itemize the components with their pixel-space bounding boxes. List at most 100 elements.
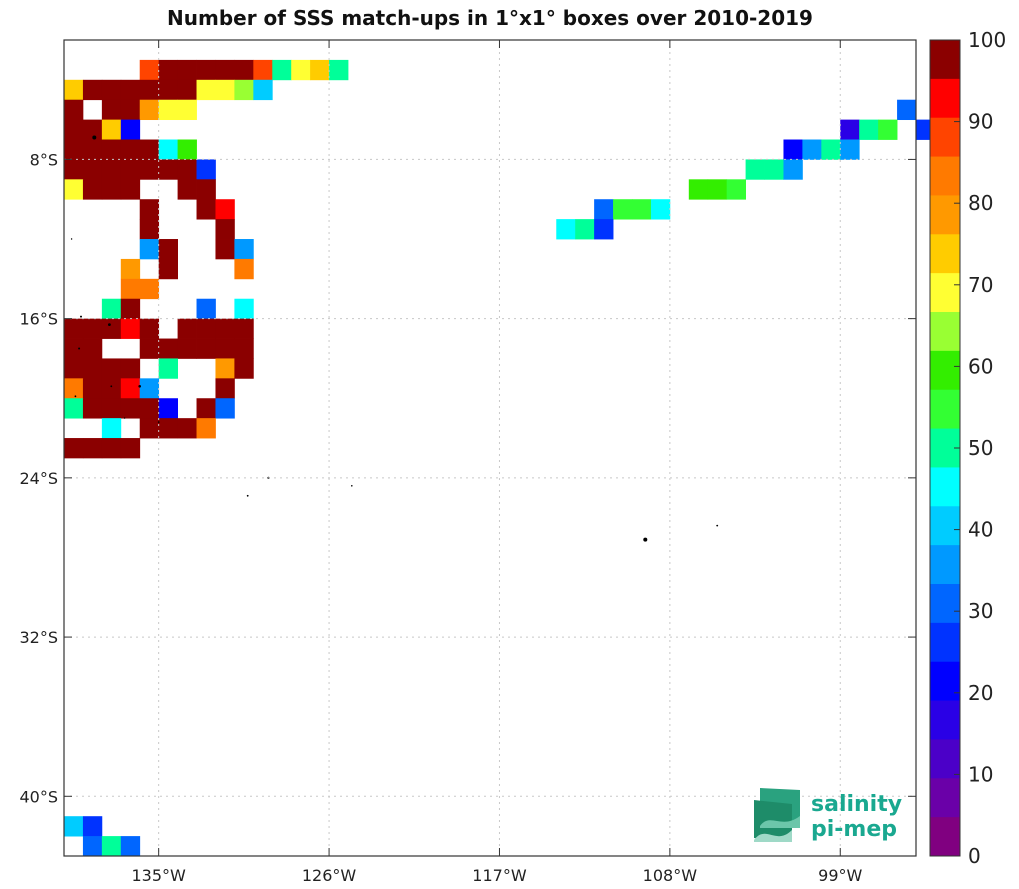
heatmap-cell	[101, 418, 122, 439]
heatmap-cell	[234, 298, 254, 320]
heatmap-cell	[594, 219, 614, 240]
heatmap-cell	[64, 816, 84, 837]
heatmap-cell	[196, 338, 216, 359]
heatmap-cell	[120, 398, 141, 419]
heatmap-cell	[120, 99, 141, 121]
heatmap-cell	[101, 378, 122, 399]
heatmap-cell	[783, 159, 803, 180]
heatmap-cell	[215, 318, 235, 339]
heatmap-cell	[291, 59, 311, 81]
island-marker	[80, 315, 82, 318]
heatmap-cell	[120, 836, 141, 857]
heatmap-cell	[158, 79, 178, 101]
heatmap-cell	[139, 318, 160, 339]
heatmap-cell	[821, 139, 841, 160]
heatmap-cell	[120, 298, 141, 320]
y-tick-label: 32°S	[19, 628, 58, 647]
colorbar-segment	[930, 312, 960, 352]
heatmap-cell	[82, 338, 103, 359]
heatmap-cell	[82, 836, 103, 857]
heatmap-cell	[196, 199, 216, 220]
heatmap-cell	[234, 239, 254, 260]
y-axis: 8°S 16°S 24°S 32°S 40°S	[19, 150, 916, 806]
heatmap-cell	[139, 418, 160, 439]
heatmap-cell	[101, 179, 122, 200]
heatmap-cell	[215, 219, 235, 240]
colorbar-tick-label: 60	[968, 354, 993, 378]
heatmap-cell	[82, 358, 103, 379]
colorbar-tick-label: 30	[968, 599, 993, 623]
colorbar-segment	[930, 739, 960, 779]
heatmap-cell	[101, 99, 122, 121]
heatmap-cell	[613, 199, 633, 220]
island-marker	[78, 347, 81, 350]
heatmap-cell	[177, 79, 197, 101]
heatmap-cell	[139, 398, 160, 419]
heatmap-cell	[82, 378, 103, 399]
colorbar-segment	[930, 273, 960, 313]
x-axis: 135°W 126°W 117°W 108°W 99°W	[131, 40, 863, 885]
logo-line1: salinity	[811, 792, 902, 817]
heatmap-cell	[177, 179, 197, 200]
heatmap-cell	[64, 378, 84, 399]
y-tick-label: 8°S	[30, 150, 58, 169]
heatmap-cell	[196, 159, 216, 180]
colorbar-segment	[930, 622, 960, 663]
colorbar-tick-label: 70	[968, 273, 993, 297]
heatmap-cell	[139, 159, 160, 180]
colorbar-segment	[930, 234, 960, 274]
heatmap-cell	[783, 139, 803, 160]
heatmap-cell	[177, 159, 197, 180]
heatmap-cell	[215, 338, 235, 359]
heatmap-cell	[158, 139, 178, 160]
y-tick-label: 24°S	[19, 469, 58, 488]
heatmap-cell	[196, 418, 216, 439]
heatmap-cell	[139, 59, 160, 81]
salinity-pi-mep-logo: salinity pi-mep	[754, 788, 902, 842]
colorbar-tick-label: 80	[968, 191, 993, 215]
heatmap-cell	[215, 199, 235, 220]
heatmap-cell	[64, 79, 84, 101]
x-tick-label: 135°W	[131, 866, 186, 885]
logo-wave-icon	[754, 788, 800, 842]
heatmap-cell	[64, 139, 84, 160]
heatmap-cell	[82, 438, 103, 459]
colorbar-tick-label: 100	[968, 28, 1006, 52]
heatmap-cell	[120, 318, 141, 339]
heatmap-cell	[215, 378, 235, 399]
colorbar-tick-label: 50	[968, 436, 993, 460]
heatmap-cell	[234, 318, 254, 339]
heatmap-cell	[101, 318, 122, 339]
heatmap-cell	[310, 59, 330, 81]
heatmap-cell	[329, 59, 349, 81]
heatmap-cell	[688, 179, 709, 200]
colorbar-tick-label: 20	[968, 681, 993, 705]
island-marker	[643, 537, 648, 542]
colorbar-segment	[930, 195, 960, 235]
chart-title: Number of SSS match-ups in 1°x1° boxes o…	[167, 6, 813, 30]
colorbar-segment	[930, 778, 960, 818]
heatmap-cell	[253, 59, 273, 81]
heatmap-cell	[177, 318, 197, 339]
heatmap-cell	[158, 159, 178, 180]
heatmap-cell	[215, 79, 235, 101]
heatmap-cell	[120, 139, 141, 160]
heatmap-cell	[120, 179, 141, 200]
heatmap-cell	[101, 79, 122, 101]
colorbar-tick-label: 0	[968, 844, 981, 868]
heatmap-cell	[253, 79, 273, 101]
heatmap-cell	[120, 278, 141, 300]
colorbar-segment	[930, 389, 960, 430]
heatmap-cell	[158, 418, 178, 439]
heatmap-cell	[64, 99, 84, 121]
heatmap-cell	[234, 79, 254, 101]
heatmap-cell	[177, 99, 197, 121]
heatmap-cell	[840, 119, 860, 140]
heatmap-cell	[139, 139, 160, 160]
heatmap-cell	[64, 318, 84, 339]
heatmap-cell	[802, 139, 822, 160]
island-marker	[123, 417, 126, 419]
heatmap-cell	[196, 318, 216, 339]
heatmap-cell	[139, 278, 160, 300]
